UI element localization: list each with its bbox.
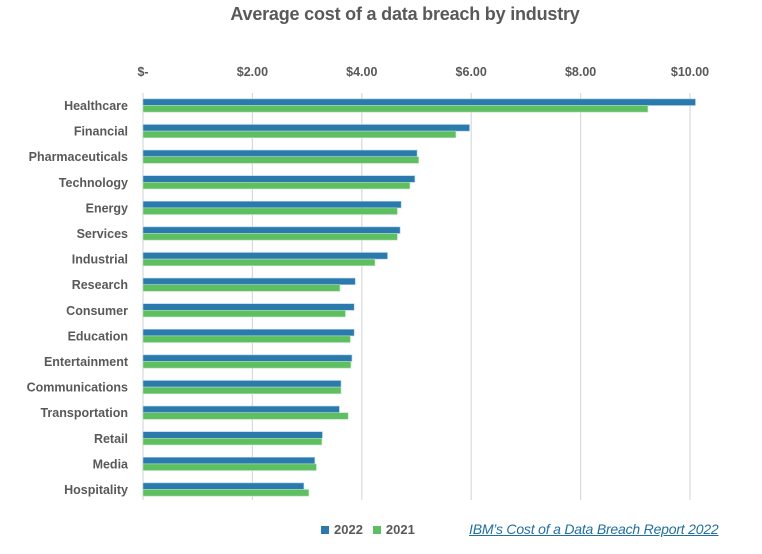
category-label-9: Education	[68, 329, 128, 343]
bar-2022-communications	[142, 380, 342, 388]
bar-2021-research	[142, 284, 341, 292]
category-label-1: Financial	[74, 125, 128, 139]
legend-item-2021: 2021	[372, 522, 415, 537]
x-tick-label-1: $2.00	[237, 65, 268, 79]
category-label-15: Hospitality	[64, 483, 128, 497]
bar-2022-hospitality	[142, 482, 305, 490]
x-tick-label-3: $6.00	[456, 65, 487, 79]
bar-2022-research	[142, 277, 356, 286]
bar-2022-financial	[142, 124, 470, 132]
y-axis-categories: Healthcare Financial Pharmaceuticals Techno…	[27, 99, 129, 497]
bar-2021-hospitality	[142, 489, 310, 497]
bar-2021-entertainment	[142, 361, 352, 369]
x-tick-label-5: $10.00	[671, 65, 709, 79]
bar-2021-technology	[142, 182, 411, 190]
category-label-14: Media	[93, 457, 129, 471]
category-label-3: Technology	[59, 176, 128, 190]
bar-2022-retail	[142, 431, 323, 439]
category-label-7: Research	[72, 278, 128, 292]
bar-2021-financial	[142, 130, 457, 139]
category-label-13: Retail	[94, 432, 128, 446]
bar-2021-pharmaceuticals	[142, 156, 419, 164]
bar-2022-consumer	[142, 303, 355, 311]
x-tick-label-0: $-	[137, 65, 148, 79]
bar-2022-industrial	[142, 252, 388, 260]
category-label-8: Consumer	[66, 304, 128, 318]
category-label-10: Entertainment	[44, 355, 129, 369]
bar-2021-services	[142, 233, 398, 241]
category-label-6: Industrial	[72, 253, 128, 267]
bars	[142, 98, 696, 497]
bar-2022-education	[142, 328, 355, 337]
category-label-4: Energy	[86, 201, 128, 215]
bar-2021-industrial	[142, 258, 376, 267]
bar-2021-education	[142, 335, 351, 343]
bar-2021-healthcare	[142, 105, 649, 113]
x-axis-ticks: $- $2.00 $4.00 $6.00 $8.00 $10.00	[137, 65, 709, 79]
bar-2021-consumer	[142, 309, 346, 318]
bar-2022-media	[142, 456, 316, 465]
legend-swatch-2021	[372, 525, 381, 534]
source-link[interactable]: IBM’s Cost of a Data Breach Report 2022	[469, 521, 719, 537]
x-tick-label-2: $4.00	[346, 65, 377, 79]
bar-2021-transportation	[142, 412, 349, 420]
legend-label-2021: 2021	[385, 522, 415, 537]
bar-2022-healthcare	[142, 98, 696, 106]
bar-2022-technology	[142, 175, 416, 183]
legend: 2022 2021	[321, 522, 425, 537]
bar-2022-energy	[142, 201, 402, 209]
bar-2022-pharmaceuticals	[142, 149, 418, 158]
legend-label-2022: 2022	[334, 522, 363, 537]
bar-2022-transportation	[142, 405, 340, 414]
chart-title: Average cost of a data breach by industr…	[230, 4, 580, 24]
bar-2021-media	[142, 463, 317, 471]
bar-2022-entertainment	[142, 354, 353, 362]
category-label-5: Services	[77, 227, 128, 241]
legend-item-2022: 2022	[321, 522, 363, 537]
bar-2022-services	[142, 226, 401, 234]
bar-2021-communications	[142, 386, 342, 395]
x-tick-label-4: $8.00	[565, 65, 596, 79]
category-label-2: Pharmaceuticals	[29, 150, 128, 164]
legend-swatch-2022	[321, 525, 329, 534]
bar-2021-retail	[142, 437, 323, 446]
bar-2021-energy	[142, 207, 398, 215]
category-label-12: Transportation	[40, 406, 128, 420]
category-label-0: Healthcare	[64, 99, 128, 113]
category-label-11: Communications	[27, 381, 128, 395]
